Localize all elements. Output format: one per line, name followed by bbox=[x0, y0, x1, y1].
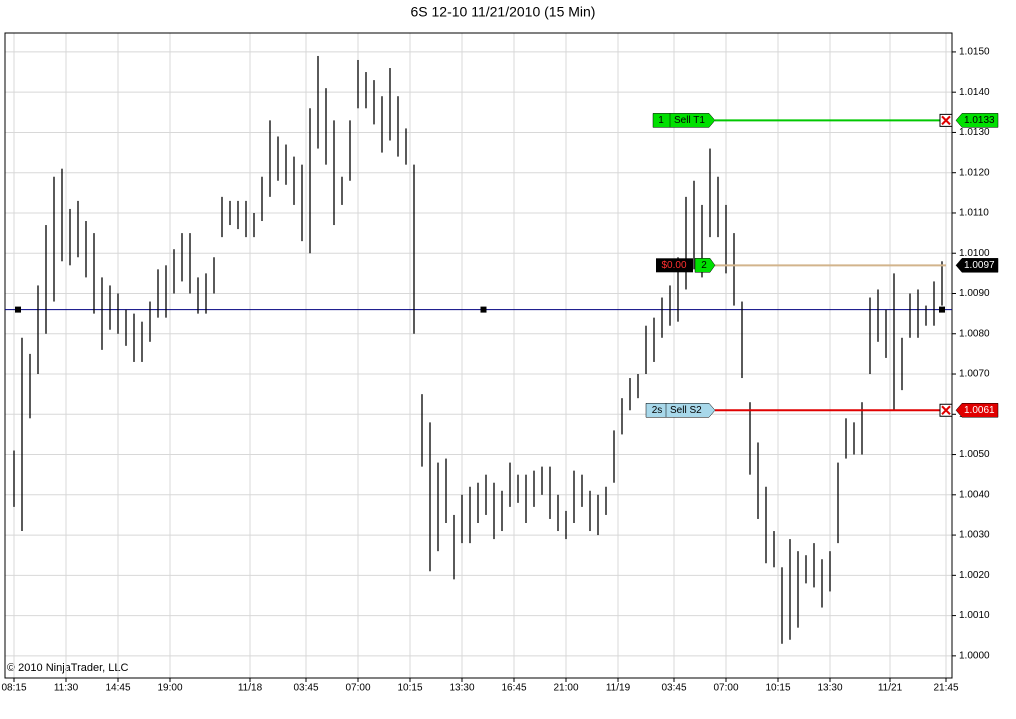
order-pnl-box bbox=[656, 258, 693, 273]
order-box bbox=[645, 403, 716, 418]
price-tag-label: 1.0097 bbox=[964, 260, 995, 271]
y-tick-label: 1.0080 bbox=[959, 328, 990, 339]
x-tick-label: 21:45 bbox=[933, 683, 958, 694]
order-box bbox=[652, 113, 716, 128]
x-tick-label: 21:00 bbox=[553, 683, 578, 694]
price-tag bbox=[955, 258, 999, 273]
y-tick-label: 1.0150 bbox=[959, 47, 990, 58]
line-handle bbox=[15, 306, 21, 313]
order-close-x bbox=[941, 115, 951, 126]
x-tick-label: 08:15 bbox=[1, 683, 26, 694]
y-tick-label: 1.0120 bbox=[959, 167, 990, 178]
plot-frame bbox=[4, 32, 953, 679]
order-name: Sell T1 bbox=[674, 115, 705, 126]
x-tick-label: 03:45 bbox=[661, 683, 686, 694]
order-qty: 2s bbox=[652, 405, 663, 416]
y-tick-label: 1.0130 bbox=[959, 127, 990, 138]
y-tick-label: 1.0140 bbox=[959, 87, 990, 98]
x-tick-label: 07:00 bbox=[345, 683, 370, 694]
y-tick-label: 1.0100 bbox=[959, 248, 990, 259]
line-handle bbox=[939, 306, 945, 313]
order-close-x bbox=[941, 405, 951, 415]
chart-title: 6S 12-10 11/21/2010 (15 Min) bbox=[411, 4, 596, 20]
y-tick-label: 1.0030 bbox=[959, 530, 990, 541]
x-tick-label: 03:45 bbox=[293, 683, 318, 694]
x-tick-label: 10:15 bbox=[397, 683, 422, 694]
y-tick-label: 1.0110 bbox=[959, 208, 989, 219]
price-tag bbox=[955, 113, 999, 128]
x-tick-label: 19:00 bbox=[157, 683, 182, 694]
x-tick-label: 13:30 bbox=[817, 683, 842, 694]
y-tick-label: 1.0090 bbox=[959, 288, 990, 299]
price-tag-label: 1.0133 bbox=[964, 115, 995, 126]
price-tag-label: 1.0061 bbox=[964, 405, 995, 416]
y-tick-label: 1.0020 bbox=[959, 570, 990, 581]
x-tick-label: 16:45 bbox=[501, 683, 526, 694]
x-tick-label: 11/21 bbox=[878, 683, 903, 694]
x-tick-label: 07:00 bbox=[713, 683, 738, 694]
x-tick-label: 11/18 bbox=[238, 683, 263, 694]
order-name: Sell S2 bbox=[670, 405, 702, 416]
line-handle bbox=[480, 306, 487, 313]
x-tick-label: 13:30 bbox=[449, 683, 474, 694]
order-qty: 1 bbox=[658, 115, 664, 126]
order-pnl: $0.00 bbox=[661, 260, 686, 271]
y-tick-label: 1.0070 bbox=[959, 369, 990, 380]
y-tick-label: 1.0040 bbox=[959, 489, 990, 500]
y-tick-label: 1.0050 bbox=[959, 449, 990, 460]
order-qty-box bbox=[694, 258, 716, 273]
x-tick-label: 11/19 bbox=[606, 683, 631, 694]
price-tag bbox=[955, 403, 999, 418]
x-tick-label: 10:15 bbox=[765, 683, 790, 694]
y-tick-label: 1.0000 bbox=[959, 650, 990, 661]
x-tick-label: 14:45 bbox=[105, 683, 130, 694]
y-tick-label: 1.0010 bbox=[959, 610, 990, 621]
order-qty: 2 bbox=[701, 260, 707, 271]
x-tick-label: 11:30 bbox=[54, 683, 79, 694]
copyright: © 2010 NinjaTrader, LLC bbox=[7, 662, 128, 674]
